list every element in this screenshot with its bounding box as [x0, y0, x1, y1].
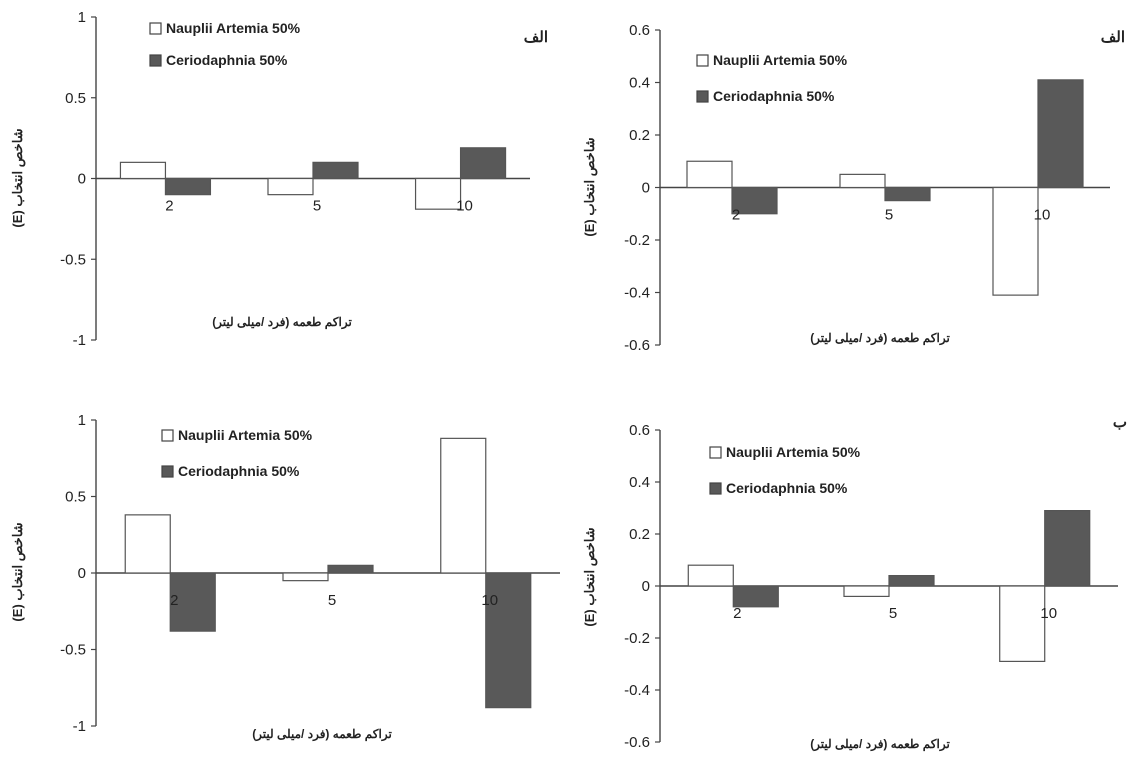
y-tick-label: -1	[73, 332, 86, 349]
legend-swatch	[161, 429, 174, 442]
y-tick-label: -0.5	[60, 642, 86, 659]
legend-label: Nauplii Artemia 50%	[166, 20, 301, 36]
legend-label: Ceriodaphnia 50%	[178, 463, 300, 479]
bar-ceriodaphnia	[888, 574, 935, 587]
y-tick-label: -0.6	[624, 337, 650, 354]
legend-label: Ceriodaphnia 50%	[166, 52, 288, 68]
bar-ceriodaphnia	[485, 572, 532, 709]
bar-ceriodaphnia	[327, 564, 374, 574]
bar-nauplii-artemia	[282, 572, 329, 582]
y-tick-label: 0.2	[629, 127, 650, 144]
y-tick-label: 1	[78, 412, 86, 429]
bar-nauplii-artemia	[839, 173, 886, 189]
bar-ceriodaphnia	[884, 186, 931, 202]
y-axis-label: شاخص انتخاب (E)	[10, 522, 26, 621]
legend-label: Ceriodaphnia 50%	[713, 88, 835, 104]
x-category-label: 10	[1034, 207, 1051, 224]
panel-label: الف	[1101, 29, 1125, 46]
legend-swatch	[149, 22, 162, 35]
bar-nauplii-artemia	[414, 177, 462, 210]
y-tick-label: 0.4	[629, 75, 650, 92]
y-tick-label: -0.2	[624, 630, 650, 647]
bar-nauplii-artemia	[687, 564, 734, 587]
panel-label: الف	[524, 29, 548, 46]
x-category-label: 2	[733, 605, 741, 622]
y-tick-label: 0.5	[65, 90, 86, 107]
bar-ceriodaphnia	[732, 585, 779, 608]
y-tick-label: -0.4	[624, 682, 650, 699]
legend-swatch	[709, 482, 722, 495]
bar-ceriodaphnia	[169, 572, 216, 632]
x-category-label: 5	[889, 605, 897, 622]
legend-label: Nauplii Artemia 50%	[726, 444, 861, 460]
y-tick-label: 0.6	[629, 422, 650, 439]
legend-swatch	[161, 465, 174, 478]
x-category-label: 5	[313, 198, 321, 215]
y-tick-label: -0.4	[624, 285, 650, 302]
panel-label: ب	[1113, 414, 1127, 431]
y-tick-label: -0.6	[624, 734, 650, 751]
legend-swatch	[149, 54, 162, 67]
y-tick-label: -1	[73, 718, 86, 735]
bar-nauplii-artemia	[999, 585, 1046, 663]
bar-nauplii-artemia	[267, 177, 314, 196]
bar-nauplii-artemia	[843, 585, 890, 597]
legend-swatch	[696, 90, 709, 103]
y-axis-label: شاخص انتخاب (E)	[10, 128, 26, 227]
x-category-label: 5	[885, 207, 893, 224]
y-tick-label: -0.5	[60, 251, 86, 268]
x-category-label: 2	[170, 592, 178, 609]
bar-nauplii-artemia	[119, 161, 167, 180]
bar-ceriodaphnia	[164, 177, 212, 196]
legend-swatch	[696, 54, 709, 67]
legend-label: Ceriodaphnia 50%	[726, 480, 848, 496]
bar-ceriodaphnia	[312, 161, 359, 180]
bar-nauplii-artemia	[124, 514, 171, 574]
y-tick-label: 0	[642, 578, 650, 595]
x-axis-label: تراکم طعمه (فرد /میلی لیتر)	[810, 737, 950, 752]
y-tick-label: 0.4	[629, 474, 650, 491]
y-tick-label: 0	[78, 565, 86, 582]
y-tick-label: 0.6	[629, 22, 650, 39]
bar-ceriodaphnia	[731, 186, 778, 215]
x-category-label: 5	[328, 592, 336, 609]
bar-ceriodaphnia	[1037, 79, 1084, 189]
x-category-label: 2	[732, 207, 740, 224]
bar-ceriodaphnia	[459, 147, 507, 180]
legend-label: Nauplii Artemia 50%	[178, 427, 313, 443]
bar-nauplii-artemia	[440, 437, 487, 574]
y-tick-label: 0.2	[629, 526, 650, 543]
y-tick-label: 0	[78, 171, 86, 188]
legend-label: Nauplii Artemia 50%	[713, 52, 848, 68]
legend-swatch	[709, 446, 722, 459]
x-axis-label: تراکم طعمه (فرد /میلی لیتر)	[212, 315, 352, 330]
y-axis-label: شاخص انتخاب (E)	[582, 137, 598, 236]
bar-ceriodaphnia	[1044, 510, 1091, 587]
y-tick-label: -0.2	[624, 232, 650, 249]
x-category-label: 10	[1040, 605, 1057, 622]
x-category-label: 2	[165, 198, 173, 215]
x-category-label: 10	[456, 198, 473, 215]
y-tick-label: 1	[78, 9, 86, 26]
bar-nauplii-artemia	[686, 160, 733, 189]
x-category-label: 10	[481, 592, 498, 609]
y-axis-label: شاخص انتخاب (E)	[582, 527, 598, 626]
bar-nauplii-artemia	[992, 186, 1039, 296]
x-axis-label: تراکم طعمه (فرد /میلی لیتر)	[810, 331, 950, 346]
y-tick-label: 0	[642, 180, 650, 197]
y-tick-label: 0.5	[65, 489, 86, 506]
x-axis-label: تراکم طعمه (فرد /میلی لیتر)	[252, 727, 392, 742]
